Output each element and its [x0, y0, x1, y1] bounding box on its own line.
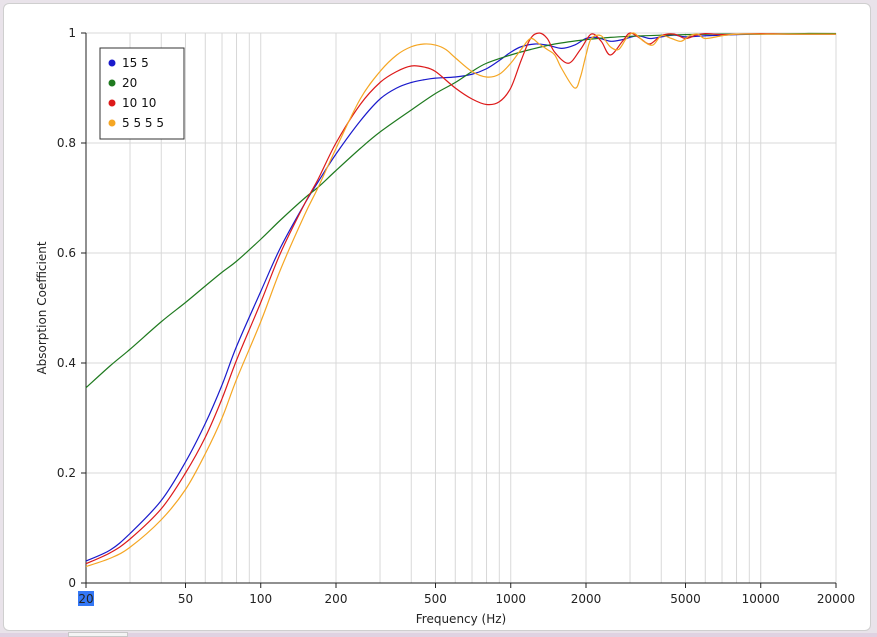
x-tick-label: 50	[178, 592, 193, 606]
legend-label: 20	[122, 76, 137, 90]
x-tick-label: 2000	[571, 592, 602, 606]
series-line-2	[85, 32, 837, 389]
legend: 15 5 20 10 10 5 5 5 5	[99, 47, 185, 140]
legend-marker	[108, 99, 116, 107]
x-tick-label: 20	[78, 592, 93, 606]
series-lines	[85, 32, 837, 568]
series-line-3	[85, 32, 837, 565]
x-tick-label: 10000	[742, 592, 780, 606]
x-tick-label: 200	[325, 592, 348, 606]
y-tick-label: 1	[68, 26, 76, 40]
x-tick-label: 1000	[495, 592, 526, 606]
series-line-1	[85, 33, 836, 562]
grid-lines	[86, 32, 837, 583]
x-tick-highlight	[78, 591, 94, 606]
legend-label: 15 5	[122, 56, 149, 70]
y-tick-label: 0.6	[57, 246, 76, 260]
x-tick-label: 20000	[817, 592, 855, 606]
x-tick-label: 100	[249, 592, 272, 606]
x-tick-label: 5000	[670, 592, 701, 606]
bottom-strip	[0, 633, 877, 637]
legend-marker	[108, 119, 116, 127]
legend-marker	[108, 79, 116, 87]
tick-labels: 0 0.2 0.4 0.6 0.8 1 20 50 100 200 500 1000 2000 5000 1…	[57, 26, 855, 606]
y-tick-label: 0.8	[57, 136, 76, 150]
tick-marks	[81, 32, 837, 588]
x-axis-title: Frequency (Hz)	[416, 612, 507, 626]
y-tick-label: 0.2	[57, 466, 76, 480]
legend-marker	[108, 59, 116, 67]
axes	[85, 33, 836, 584]
x-tick-label: 500	[424, 592, 447, 606]
series-line-4	[85, 32, 836, 568]
y-tick-label: 0	[68, 576, 76, 590]
y-axis-title: Absorption Coefficient	[35, 241, 49, 374]
legend-label: 10 10	[122, 96, 156, 110]
y-tick-label: 0.4	[57, 356, 76, 370]
legend-label: 5 5 5 5	[122, 116, 164, 130]
